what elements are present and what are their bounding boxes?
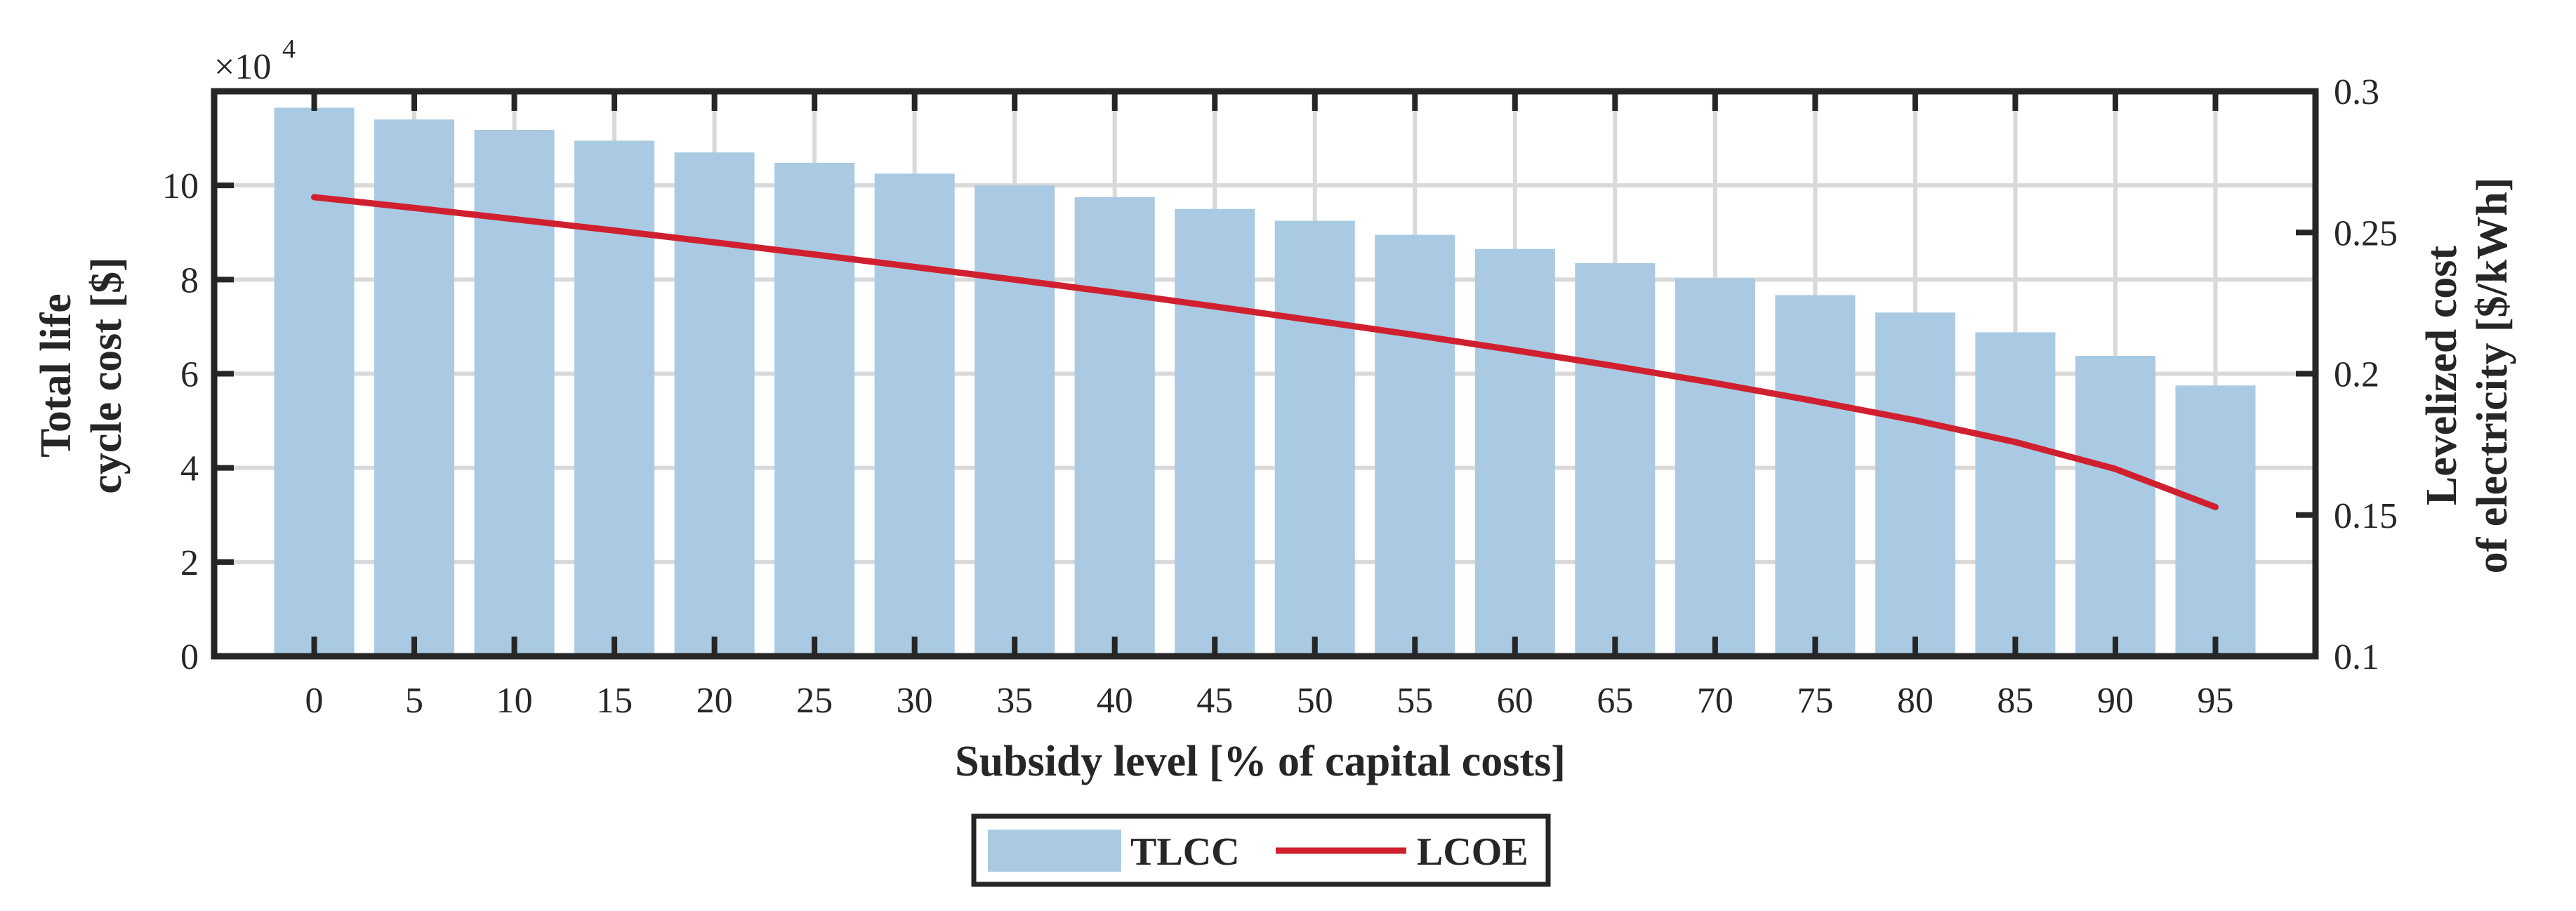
point-lcoe-55 bbox=[1414, 334, 1415, 335]
y-left-tick-label: 4 bbox=[180, 449, 199, 489]
bars-layer bbox=[274, 107, 2256, 657]
point-lcoe-95 bbox=[2214, 506, 2216, 507]
y-right-tick-label: 0.1 bbox=[2334, 637, 2379, 677]
point-lcoe-90 bbox=[2115, 468, 2116, 470]
y-left-exponent-power: 4 bbox=[282, 34, 296, 64]
legend-box bbox=[971, 813, 1551, 887]
x-tick-label: 20 bbox=[696, 681, 733, 721]
bar-tlcc-55 bbox=[1375, 234, 1455, 657]
x-tick-label: 5 bbox=[405, 681, 423, 721]
y-right-axis-title-line-1: Levelized cost bbox=[2418, 246, 2466, 506]
bar-tlcc-5 bbox=[374, 119, 455, 656]
point-lcoe-50 bbox=[1314, 320, 1316, 321]
x-tick-label: 55 bbox=[1396, 681, 1433, 721]
point-lcoe-75 bbox=[1814, 401, 1816, 402]
point-lcoe-85 bbox=[2014, 441, 2016, 443]
y-right-axis-title-line-2: of electricity [$/kWh] bbox=[2469, 178, 2516, 574]
bar-tlcc-95 bbox=[2175, 385, 2256, 656]
bar-tlcc-80 bbox=[1875, 312, 1955, 656]
point-lcoe-15 bbox=[614, 230, 615, 231]
bar-tlcc-0 bbox=[274, 107, 355, 656]
legend-tlcc-swatch bbox=[988, 830, 1121, 872]
y-left-axis-title-line-2: cycle cost [$] bbox=[83, 257, 131, 493]
ticks-layer: 0 5 10 15 20 25 30 35 40 45 50 55 60 65 70 75 80 85 90 95 0 2… bbox=[162, 72, 2398, 721]
x-tick-label: 0 bbox=[305, 681, 324, 721]
line-layer bbox=[311, 194, 2219, 510]
x-tick-label: 10 bbox=[496, 681, 533, 721]
x-axis-title: Subsidy level [% of capital costs] bbox=[955, 738, 1566, 785]
bar-tlcc-50 bbox=[1274, 220, 1355, 657]
x-tick-label: 85 bbox=[1997, 681, 2033, 721]
x-tick-label: 70 bbox=[1697, 681, 1733, 721]
x-tick-label: 35 bbox=[996, 681, 1033, 721]
bar-tlcc-90 bbox=[2075, 356, 2155, 656]
bar-tlcc-35 bbox=[975, 185, 1055, 657]
point-lcoe-45 bbox=[1214, 306, 1215, 307]
y-left-tick-label: 0 bbox=[180, 637, 199, 677]
x-tick-label: 90 bbox=[2097, 681, 2134, 721]
point-lcoe-35 bbox=[1014, 279, 1015, 280]
bar-tlcc-70 bbox=[1675, 278, 1755, 657]
x-tick-label: 15 bbox=[596, 681, 633, 721]
bar-tlcc-20 bbox=[674, 152, 755, 657]
point-lcoe-70 bbox=[1715, 383, 1716, 384]
point-lcoe-10 bbox=[514, 218, 515, 220]
point-lcoe-5 bbox=[414, 207, 415, 208]
y-left-axis-title-line-1: Total life bbox=[32, 293, 80, 458]
bar-tlcc-40 bbox=[1074, 197, 1155, 656]
bar-tlcc-30 bbox=[874, 173, 955, 657]
bar-tlcc-65 bbox=[1575, 262, 1656, 657]
y-left-tick-label: 6 bbox=[180, 355, 199, 395]
y-left-tick-label: 8 bbox=[180, 260, 199, 300]
bar-tlcc-25 bbox=[774, 162, 855, 656]
bar-tlcc-15 bbox=[574, 140, 655, 656]
point-lcoe-30 bbox=[914, 266, 916, 267]
x-tick-label: 80 bbox=[1897, 681, 1934, 721]
x-tick-label: 25 bbox=[796, 681, 833, 721]
point-lcoe-25 bbox=[814, 254, 815, 255]
bar-tlcc-85 bbox=[1975, 332, 2056, 656]
bar-tlcc-10 bbox=[474, 130, 555, 657]
bar-tlcc-60 bbox=[1474, 248, 1555, 657]
x-tick-label: 40 bbox=[1097, 681, 1133, 721]
x-tick-label: 75 bbox=[1797, 681, 1833, 721]
point-lcoe-0 bbox=[314, 197, 315, 198]
x-tick-label: 65 bbox=[1597, 681, 1633, 721]
x-tick-label: 50 bbox=[1297, 681, 1333, 721]
point-lcoe-20 bbox=[714, 241, 715, 243]
y-left-tick-label: 10 bbox=[162, 166, 199, 206]
point-lcoe-65 bbox=[1614, 366, 1616, 367]
x-tick-label: 60 bbox=[1497, 681, 1533, 721]
x-tick-label: 30 bbox=[897, 681, 933, 721]
y-right-tick-label: 0.25 bbox=[2334, 213, 2398, 253]
x-tick-label: 95 bbox=[2197, 681, 2233, 721]
legend: TLCC LCOE bbox=[971, 813, 1551, 887]
point-lcoe-40 bbox=[1114, 292, 1116, 293]
bar-tlcc-45 bbox=[1175, 208, 1255, 656]
y-left-tick-label: 2 bbox=[180, 543, 199, 583]
y-right-tick-label: 0.2 bbox=[2334, 355, 2379, 395]
bar-tlcc-75 bbox=[1775, 295, 1856, 656]
legend-lcoe-label: LCOE bbox=[1417, 830, 1528, 874]
y-right-tick-label: 0.3 bbox=[2334, 72, 2379, 112]
y-right-tick-label: 0.15 bbox=[2334, 496, 2398, 536]
x-tick-label: 45 bbox=[1196, 681, 1233, 721]
legend-tlcc-label: TLCC bbox=[1130, 830, 1240, 874]
y-left-exponent-base: ×10 bbox=[214, 47, 271, 87]
point-lcoe-80 bbox=[1915, 420, 1916, 421]
point-lcoe-60 bbox=[1514, 350, 1516, 351]
line-lcoe bbox=[311, 194, 2219, 510]
